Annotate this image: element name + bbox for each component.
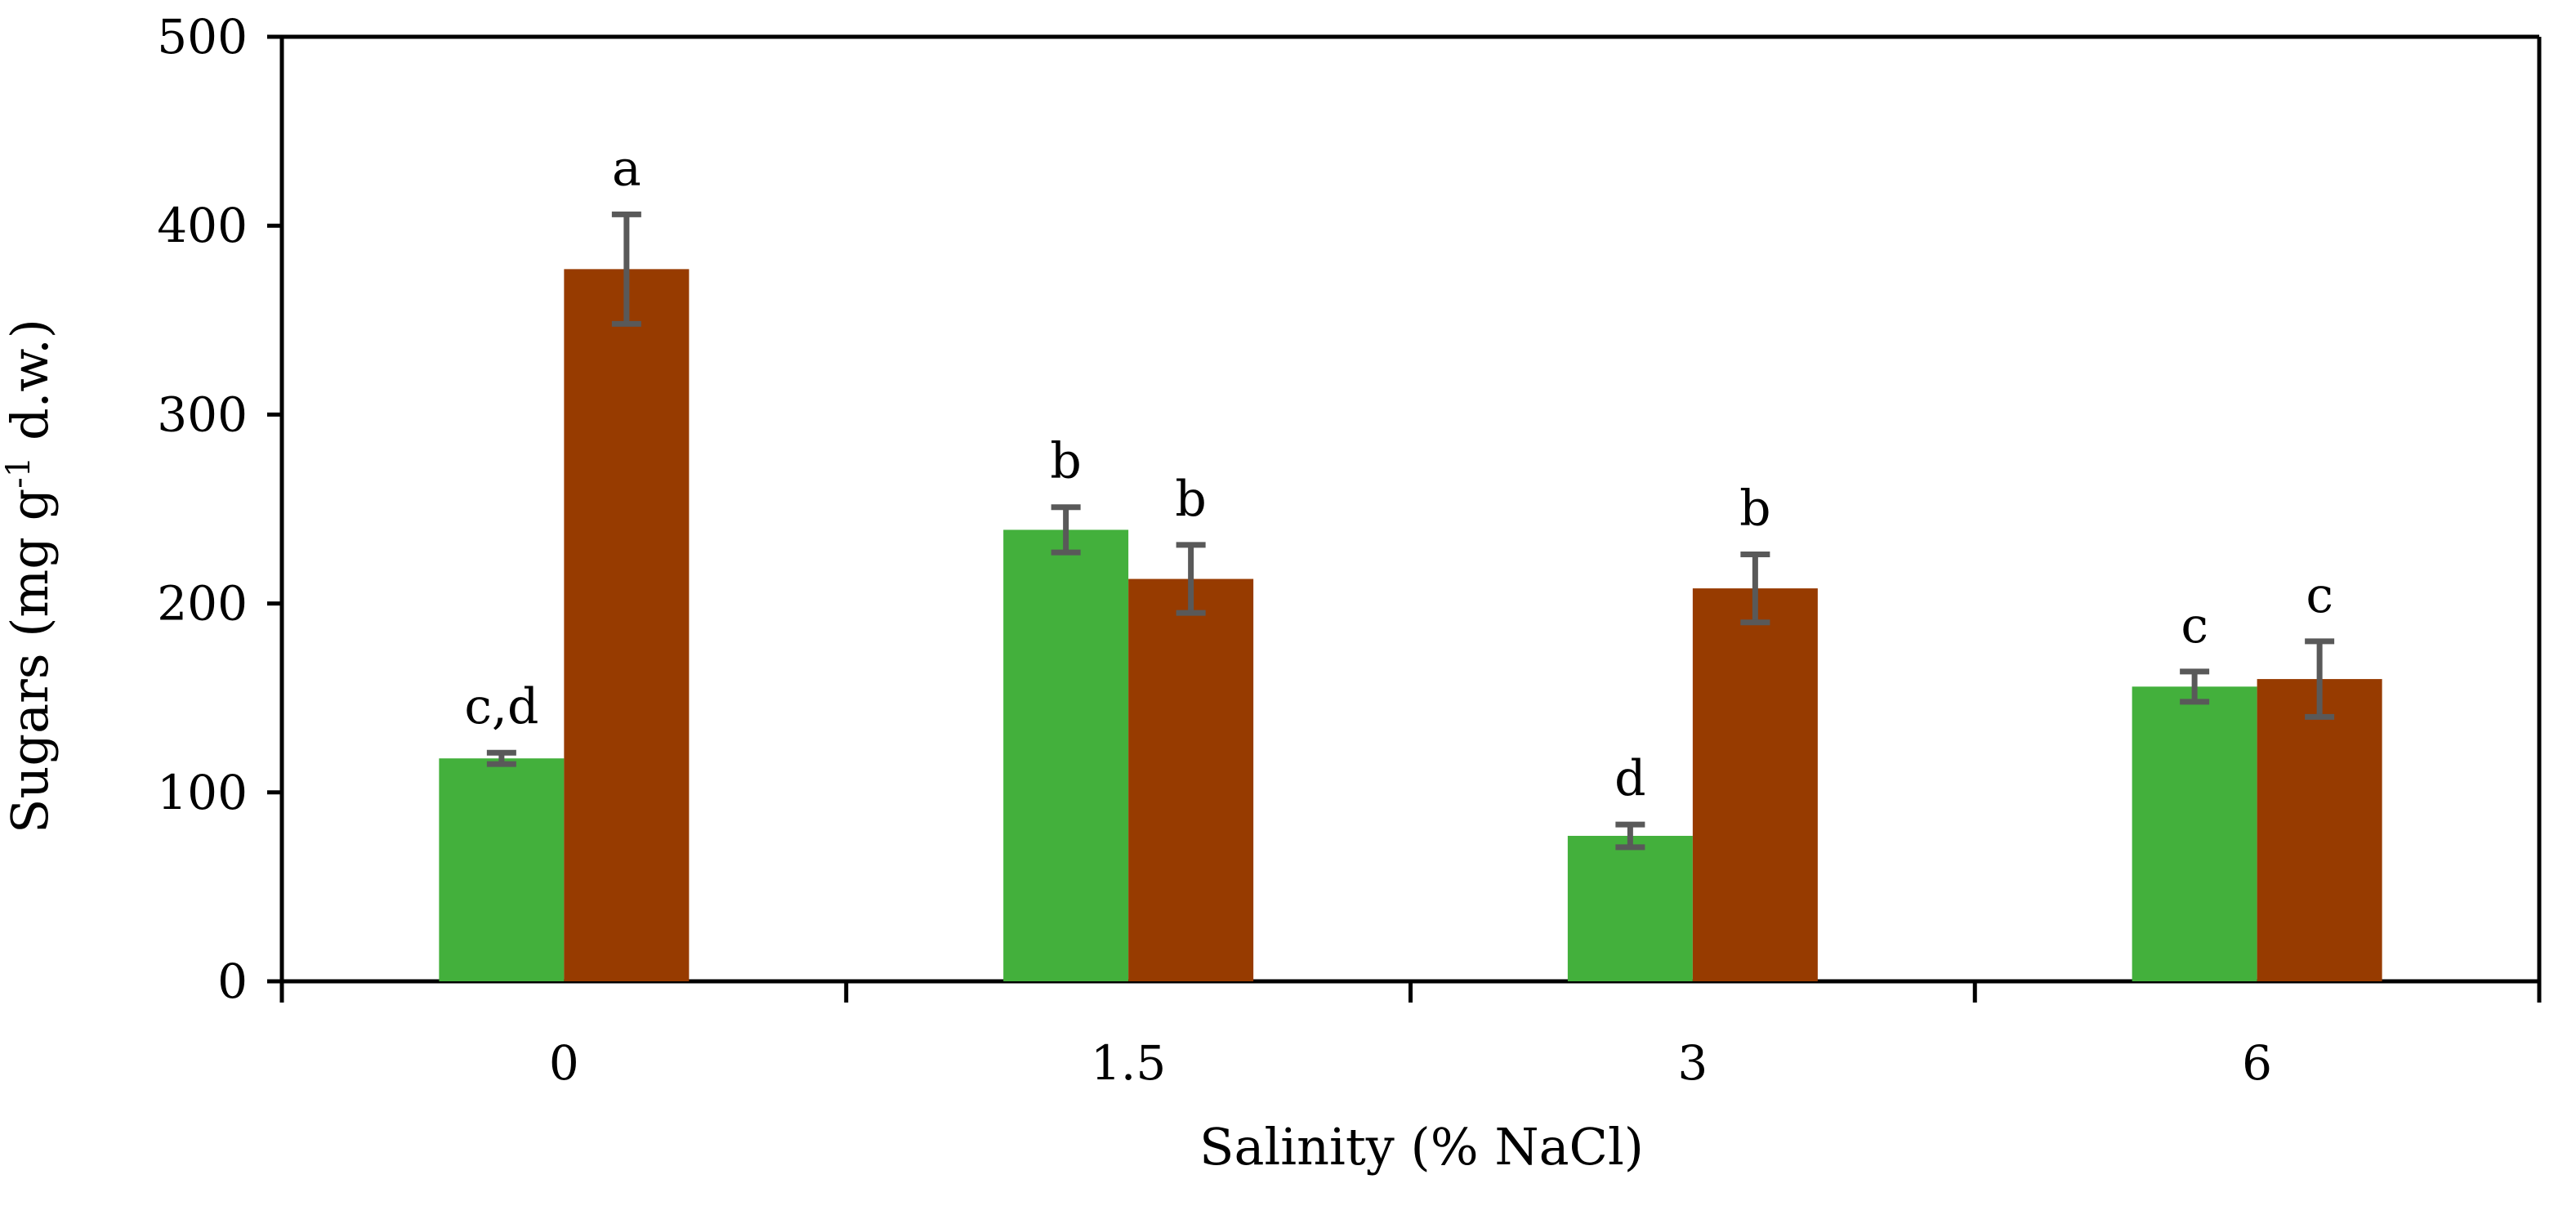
significance-label: c [2306,567,2333,624]
y-axis-title-tail: d.w.) [0,319,60,457]
significance-label: a [612,140,641,197]
bars [439,269,2382,982]
y-tick-label: 300 [157,386,248,442]
y-axis-title-main: Sugars (mg g [0,489,60,833]
y-tick-label: 500 [157,9,248,65]
significance-label: b [1739,480,1770,537]
x-axis-ticks: 0 1.5 3 6 [279,981,2542,1091]
y-tick-label: 100 [157,765,248,820]
bar-series-1-1.5 [1003,529,1129,981]
bar-series-1-0 [439,758,565,981]
error-bars [486,211,2335,851]
bar-series-2-6 [2257,679,2382,981]
significance-label: b [1175,471,1206,528]
x-tick-label: 3 [1677,1035,1708,1091]
y-axis-ticks: 0 100 200 300 400 500 [157,9,282,1009]
y-axis-title-superscript: -1 [0,457,38,489]
significance-label: c [2181,597,2208,654]
y-axis-title: Sugars (mg g-1 d.w.) [0,319,60,833]
x-axis-title: Salinity (% NaCl) [1199,1117,1644,1177]
x-tick-label: 1.5 [1091,1035,1166,1091]
x-tick-label: 6 [2242,1035,2272,1091]
significance-label: b [1050,433,1081,490]
bar-series-1-6 [2132,686,2257,981]
y-tick-label: 400 [157,198,248,253]
bar-series-2-1.5 [1128,578,1254,981]
y-tick-label: 200 [157,576,248,632]
y-tick-label: 0 [217,954,248,1009]
significance-label: c,d [464,678,538,735]
significance-labels: c,d a b b d b c c [464,140,2333,807]
x-tick-label: 0 [549,1035,579,1091]
bar-series-1-3 [1567,835,1693,981]
bar-series-2-3 [1692,588,1818,981]
significance-label: d [1614,750,1645,807]
bar-series-2-0 [564,269,690,982]
